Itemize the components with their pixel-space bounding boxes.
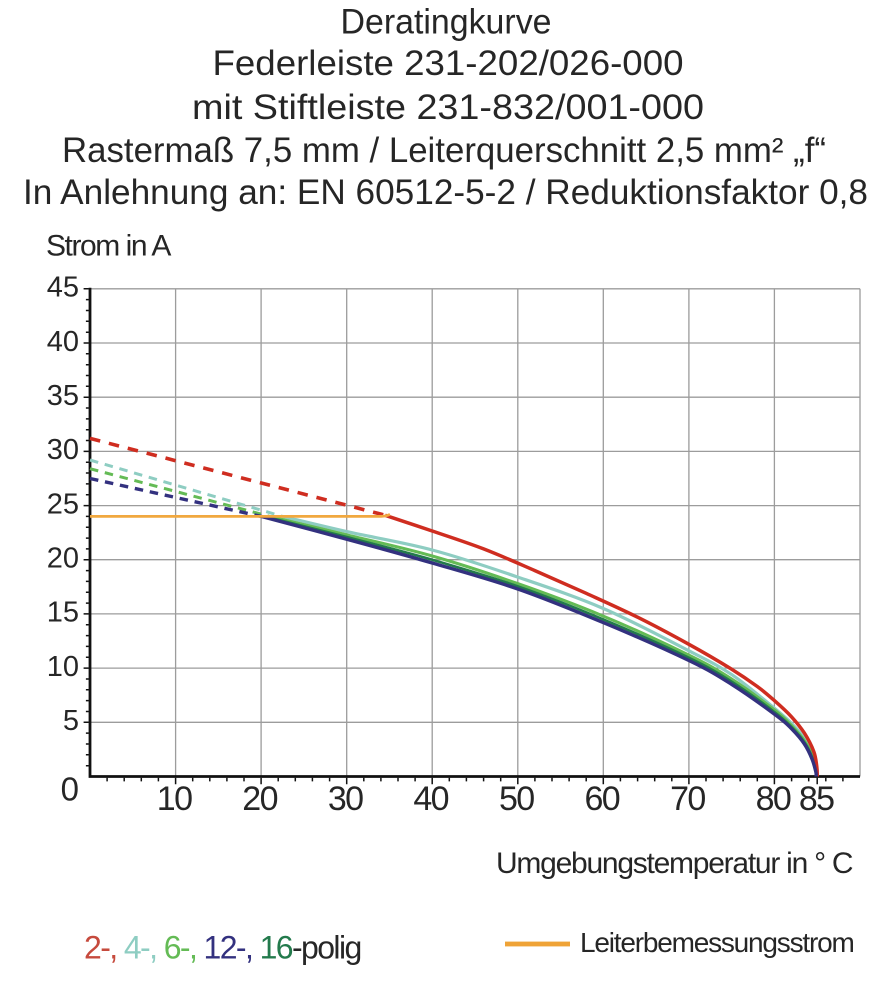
svg-text:Rastermaß 7,5 mm / Leiterquers: Rastermaß 7,5 mm / Leiterquerschnitt 2,5… xyxy=(62,131,826,170)
svg-text:70: 70 xyxy=(670,780,705,818)
svg-text:In Anlehnung an: EN 60512-5-2: In Anlehnung an: EN 60512-5-2 / Reduktio… xyxy=(23,173,868,212)
svg-text:50: 50 xyxy=(499,780,534,818)
svg-text:15: 15 xyxy=(47,597,79,629)
svg-text:20: 20 xyxy=(47,543,79,575)
svg-text:85: 85 xyxy=(799,780,834,818)
svg-text:Umgebungstemperatur in ° C: Umgebungstemperatur in ° C xyxy=(496,847,853,880)
svg-text:40: 40 xyxy=(413,780,448,818)
svg-text:40: 40 xyxy=(47,326,79,358)
svg-text:0: 0 xyxy=(61,771,79,808)
svg-text:mit Stiftleiste 231-832/001-00: mit Stiftleiste 231-832/001-000 xyxy=(192,88,704,127)
svg-text:Deratingkurve: Deratingkurve xyxy=(341,3,552,42)
svg-text:30: 30 xyxy=(328,780,363,818)
svg-text:Strom in A: Strom in A xyxy=(46,230,171,263)
svg-text:20: 20 xyxy=(242,780,277,818)
svg-text:Federleiste 231-202/026-000: Federleiste 231-202/026-000 xyxy=(213,44,684,83)
svg-text:5: 5 xyxy=(63,705,79,737)
svg-text:30: 30 xyxy=(47,434,79,466)
svg-text:80: 80 xyxy=(756,780,791,818)
svg-text:45: 45 xyxy=(47,272,79,304)
svg-text:10: 10 xyxy=(157,780,192,818)
svg-text:10: 10 xyxy=(47,651,79,683)
svg-text:25: 25 xyxy=(47,488,79,520)
svg-text:2-, 4-, 6-, 12-, 16-polig: 2-, 4-, 6-, 12-, 16-polig xyxy=(84,930,361,966)
svg-text:35: 35 xyxy=(47,380,79,412)
svg-text:Leiterbemessungsstrom: Leiterbemessungsstrom xyxy=(580,927,854,958)
svg-text:60: 60 xyxy=(584,780,619,818)
